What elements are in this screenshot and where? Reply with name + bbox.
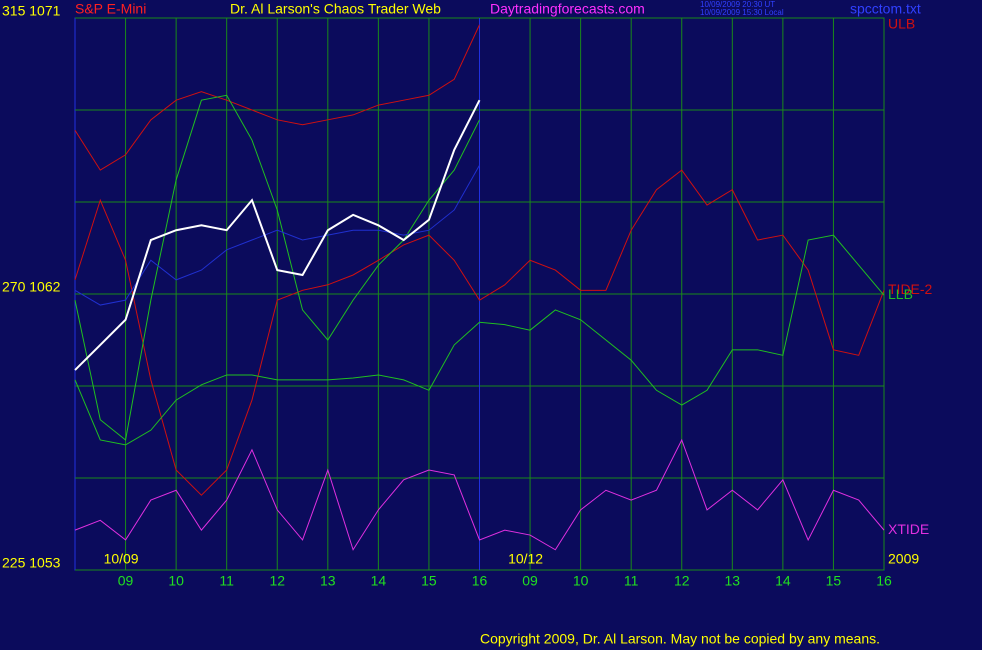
timestamp: 10/09/2009 20:30 UT [700,0,775,9]
y-tick-label: 270 1062 [2,279,61,295]
x-tick-label: 12 [269,573,285,589]
x-tick-label: 15 [826,573,842,589]
x-tick-label: 09 [522,573,538,589]
date-label: 2009 [888,551,919,567]
x-tick-label: 14 [775,573,791,589]
series-line [74,24,480,171]
timestamp: 10/09/2009 15:30 Local [700,8,784,17]
file-name: spcctom.txt [850,1,921,17]
x-tick-label: 10 [573,573,589,589]
x-tick-label: 13 [320,573,336,589]
series-line [74,94,480,441]
x-tick-label: 11 [219,573,234,589]
chart-subtitle: Dr. Al Larson's Chaos Trader Web [230,1,441,17]
x-tick-label: 16 [876,573,892,589]
series-label: ULB [888,15,915,31]
series-label: XTIDE [888,521,929,537]
series-line [74,99,481,371]
x-tick-label: 14 [371,573,387,589]
copyright: Copyright 2009, Dr. Al Larson. May not b… [480,631,880,647]
x-tick-label: 16 [472,573,488,589]
y-tick-label: 315 1071 [2,3,61,19]
series-label: LLB [888,286,913,302]
series-label: TIDE-2 [888,281,933,297]
x-tick-label: 12 [674,573,690,589]
x-tick-label: 09 [118,573,134,589]
series-line [74,169,885,496]
x-tick-label: 11 [624,573,639,589]
y-tick-label: 225 1053 [2,555,61,571]
chart-title: S&P E-Mini [75,1,146,17]
x-tick-label: 15 [421,573,437,589]
x-tick-label: 13 [725,573,741,589]
site-name: Daytradingforecasts.com [490,1,645,17]
x-tick-label: 10 [168,573,184,589]
series-line [74,438,885,551]
date-label: 10/12 [508,551,543,567]
series-line [74,234,885,446]
date-label: 10/09 [104,551,139,567]
